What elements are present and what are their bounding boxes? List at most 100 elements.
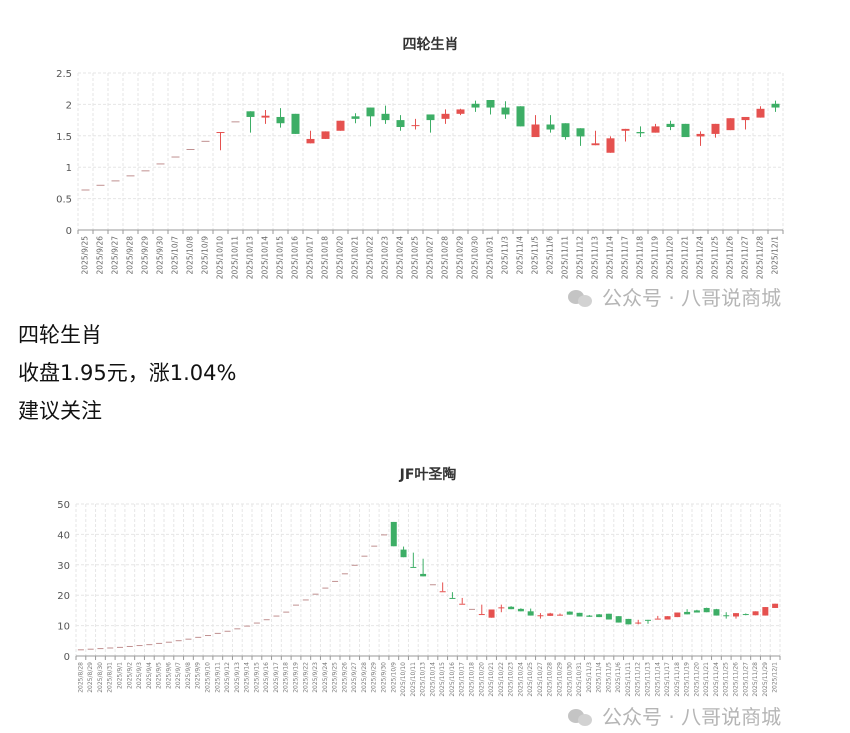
candle-body xyxy=(371,545,378,547)
y-tick-label: 1.5 xyxy=(56,132,72,143)
candle-body xyxy=(576,128,585,137)
x-tick-label: 2025/9/2 xyxy=(126,662,133,689)
y-tick-label: 50 xyxy=(57,500,70,511)
candle-body xyxy=(231,121,240,123)
x-tick-label: 2025/9/10 xyxy=(205,662,212,693)
candle xyxy=(471,100,480,112)
candle-body xyxy=(684,611,691,615)
x-tick-label: 2025/11/27 xyxy=(741,236,750,279)
candle xyxy=(186,148,195,150)
candle-body xyxy=(726,118,735,131)
candle-body xyxy=(97,648,104,650)
x-tick-label: 2025/11/13 xyxy=(591,236,600,279)
candle-body xyxy=(77,649,84,651)
candle-body xyxy=(439,591,446,593)
x-tick-label: 2025/10/21 xyxy=(488,662,495,697)
x-tick-label: 2025/11/11 xyxy=(561,236,570,279)
y-tick-label: 2 xyxy=(66,100,72,111)
x-tick-label: 2025/11/11 xyxy=(625,662,632,697)
x-tick-label: 2025/11/25 xyxy=(711,236,720,279)
candle-body xyxy=(459,603,466,605)
candle-body xyxy=(508,606,515,610)
candle xyxy=(283,611,290,613)
candle xyxy=(469,608,475,610)
candle-body xyxy=(772,603,779,608)
candle-body xyxy=(756,108,765,118)
candle-body xyxy=(547,613,554,616)
candle-body xyxy=(635,622,642,624)
x-tick-label: 2025/11/12 xyxy=(635,662,642,697)
x-tick-label: 2025/10/28 xyxy=(547,662,554,697)
x-tick-label: 2025/10/18 xyxy=(321,236,330,279)
candle xyxy=(361,555,368,557)
x-tick-label: 2025/8/31 xyxy=(107,662,114,693)
candle-body xyxy=(636,132,645,134)
candle xyxy=(420,558,427,577)
candle-body xyxy=(201,140,210,142)
x-tick-label: 2025/11/21 xyxy=(681,236,690,279)
candle-body xyxy=(681,123,690,138)
candle-body xyxy=(733,613,739,617)
candle xyxy=(664,616,671,620)
x-tick-label: 2025/8/28 xyxy=(77,662,84,693)
candle-body xyxy=(606,138,615,153)
y-tick-label: 40 xyxy=(57,530,70,541)
candle xyxy=(146,644,153,646)
x-tick-label: 2025/11/28 xyxy=(756,236,765,279)
x-tick-label: 2025/10/9 xyxy=(201,236,210,275)
x-tick-label: 2025/10/24 xyxy=(517,662,524,697)
candle xyxy=(762,607,769,616)
x-tick-label: 2025/11/4 xyxy=(596,662,603,693)
candle xyxy=(684,609,691,615)
y-tick-label: 0 xyxy=(64,652,70,663)
x-tick-label: 2025/12/1 xyxy=(771,236,780,275)
x-tick-label: 2025/11/25 xyxy=(723,662,730,697)
x-tick-label: 2025/10/29 xyxy=(557,662,564,697)
candle-body xyxy=(126,645,133,647)
candle-body xyxy=(146,644,153,646)
candle xyxy=(586,614,593,617)
x-tick-label: 2025/9/28 xyxy=(126,236,135,275)
x-tick-label: 2025/10/11 xyxy=(231,236,240,279)
candle xyxy=(302,599,309,601)
candle xyxy=(561,123,570,140)
watermark: 公众号 · 八哥说商城 xyxy=(568,705,781,729)
x-tick-label: 2025/9/13 xyxy=(234,662,241,693)
candle xyxy=(517,608,524,612)
wechat-icon xyxy=(568,288,596,308)
x-tick-label: 2025/12/1 xyxy=(772,662,779,693)
candle-body xyxy=(703,607,710,613)
candle xyxy=(321,131,330,139)
candle xyxy=(711,123,720,138)
x-tick-label: 2025/11/29 xyxy=(762,662,769,697)
candle-body xyxy=(527,611,534,616)
candle xyxy=(175,640,182,642)
candle-body xyxy=(216,132,225,134)
candle xyxy=(253,622,260,624)
x-tick-label: 2025/9/12 xyxy=(224,662,231,693)
x-tick-label: 2025/10/20 xyxy=(336,236,345,279)
candle-body xyxy=(165,641,172,643)
y-tick-label: 20 xyxy=(57,591,70,602)
candle-body xyxy=(246,111,255,117)
candle-body xyxy=(752,611,759,616)
candle xyxy=(410,552,417,568)
candle-body xyxy=(293,604,299,606)
candle-body xyxy=(351,564,358,566)
candle xyxy=(205,635,211,637)
candle-body xyxy=(621,128,630,131)
x-tick-label: 2025/10/8 xyxy=(186,236,195,275)
candle xyxy=(234,628,241,630)
candle xyxy=(486,100,495,115)
candle-body xyxy=(426,114,435,121)
x-tick-label: 2025/10/15 xyxy=(439,662,446,697)
candle xyxy=(674,612,681,618)
x-tick-label: 2025/9/1 xyxy=(117,662,124,689)
candle xyxy=(126,645,133,647)
candle-body xyxy=(741,116,750,121)
candle xyxy=(636,126,645,138)
candle-body xyxy=(557,614,563,616)
recommendation: 建议关注 xyxy=(18,399,102,423)
candle xyxy=(645,619,651,624)
